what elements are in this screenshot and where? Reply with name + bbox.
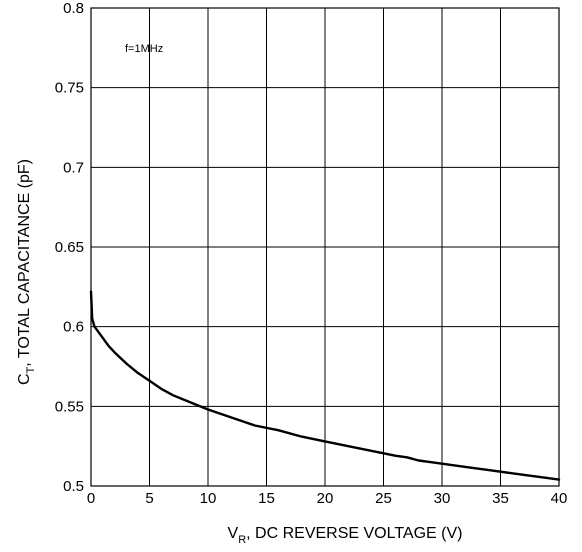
y-tick-label: 0.5	[63, 478, 84, 495]
x-tick-label: 30	[434, 490, 451, 507]
plot-frame	[90, 7, 560, 487]
x-axis-title: VR, DC REVERSE VOLTAGE (V)	[228, 525, 463, 546]
x-axis-ticks: 0 5 10 15 20 25 30 35 40	[87, 490, 568, 507]
y-tick-label: 0.65	[55, 239, 84, 256]
y-tick-label: 0.7	[63, 159, 84, 176]
x-tick-label: 0	[87, 490, 95, 507]
x-tick-label: 10	[200, 490, 217, 507]
y-axis-ticks: 0.5 0.55 0.6 0.65 0.7 0.75 0.8	[55, 0, 84, 495]
frequency-annotation: f=1MHz	[125, 43, 163, 55]
y-tick-label: 0.75	[55, 80, 84, 97]
x-tick-label: 5	[145, 490, 153, 507]
x-tick-label: 25	[375, 490, 392, 507]
capacitance-curve	[89, 290, 561, 481]
x-tick-label: 20	[317, 490, 334, 507]
x-tick-label: 35	[492, 490, 509, 507]
grid	[91, 8, 559, 486]
x-tick-label: 15	[258, 490, 275, 507]
x-tick-label: 40	[551, 490, 568, 507]
y-axis-title: CT, TOTAL CAPACITANCE (pF)	[16, 159, 37, 385]
y-tick-label: 0.8	[63, 0, 84, 17]
y-tick-label: 0.55	[55, 398, 84, 415]
y-tick-label: 0.6	[63, 319, 84, 336]
